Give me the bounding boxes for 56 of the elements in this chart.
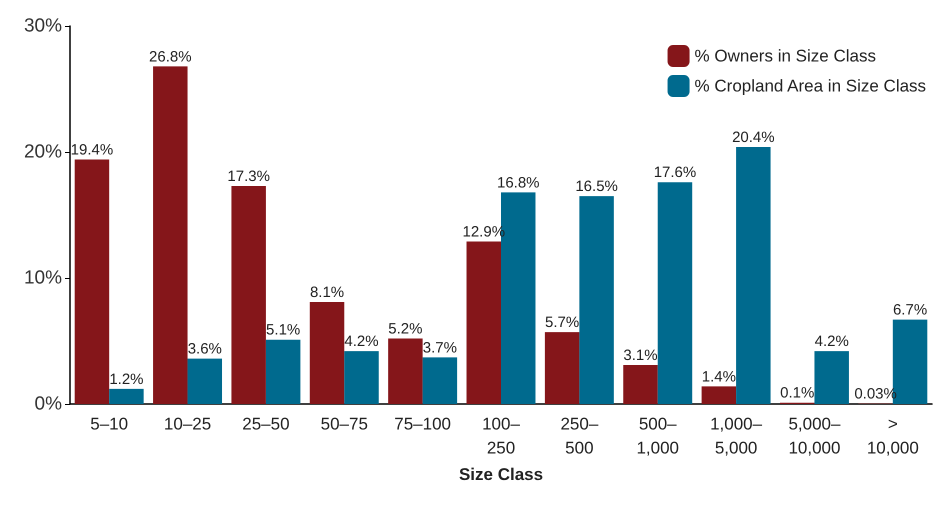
bar [623,364,658,404]
x-tick-label: 10–25 [164,414,212,434]
x-tick-label: 250–500 [560,414,599,458]
bar [579,196,614,404]
data-label: 0.1% [780,384,814,402]
data-label: 4.2% [344,333,379,350]
bar [544,332,580,404]
x-tick-label: 75–100 [394,414,452,434]
bar [702,386,736,404]
data-label: 1.2% [109,370,144,388]
bar [422,357,458,404]
bar [736,146,771,404]
data-label: 26.8% [149,48,192,66]
bar [109,388,144,404]
bar [344,351,379,404]
legend-label: % Owners in Size Class [694,46,876,66]
y-tick-label: 20% [24,142,62,162]
x-tick-label: 5–10 [90,414,128,434]
legend-label: % Cropland Area in Size Class [694,76,926,96]
x-tick-label: 5,000–10,000 [788,414,841,458]
bar [466,241,501,404]
data-label: 17.6% [654,164,696,182]
data-label: 3.1% [623,346,658,364]
bar [814,351,849,404]
bar [658,182,692,404]
bar [388,338,423,404]
data-label: 8.1% [310,284,344,301]
data-label: 20.4% [732,128,775,146]
bar [310,302,344,404]
data-label: 16.5% [575,178,618,196]
x-tick-label: 1,000–5,000 [710,414,763,458]
y-tick-label: 30% [24,16,62,36]
data-label: 3.6% [188,340,222,358]
x-tick-label: 25–50 [242,414,290,434]
bar [74,160,110,404]
y-tick-label: 0% [34,394,62,414]
data-label: 3.7% [422,339,457,356]
data-label: 16.8% [496,174,540,192]
bar [266,340,300,404]
data-label: 6.7% [892,302,928,319]
x-tick-label: > 10,000 [866,414,919,458]
data-label: 1.4% [702,368,736,386]
data-label: 17.3% [227,168,270,186]
data-label: 4.2% [814,333,849,350]
x-tick-label: 50–75 [320,414,368,434]
x-tick-label: 100–250 [482,414,520,458]
bar [188,358,222,404]
y-tick-label: 10% [24,268,62,288]
bar [153,66,188,404]
x-tick-label: 500–1,000 [636,414,679,458]
bar [231,186,266,404]
x-axis-title: Size Class [458,465,544,484]
data-label: 5.2% [388,320,422,338]
data-label: 5.1% [266,322,300,339]
data-label: 5.7% [545,314,580,332]
data-label: 19.4% [70,142,114,159]
